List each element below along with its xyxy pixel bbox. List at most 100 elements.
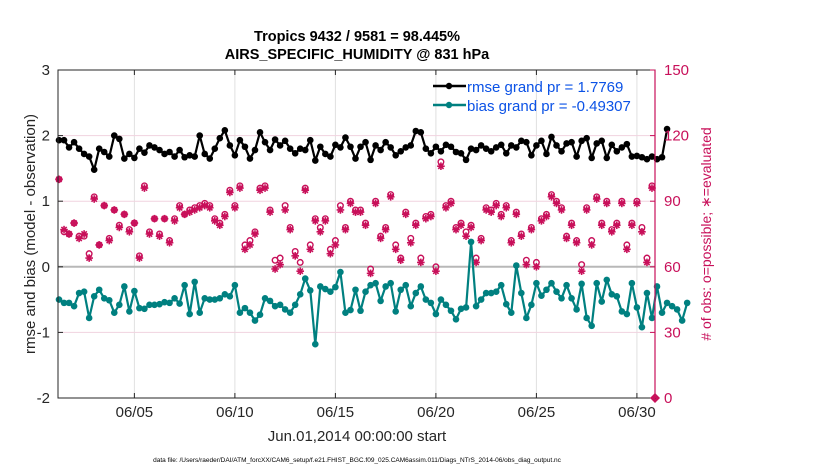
obs-evaluated-point (557, 206, 566, 214)
bias-point (116, 301, 123, 309)
bias-point (578, 280, 585, 288)
rmse-point (181, 153, 188, 161)
rmse-point (151, 144, 158, 151)
rmse-point (623, 140, 631, 148)
rmse-point (407, 142, 415, 149)
obs-evaluated-point (165, 238, 174, 247)
y-tick-label: -1 (37, 324, 50, 341)
rmse-point (523, 138, 530, 146)
rmse-point (628, 153, 636, 160)
rmse-point (558, 148, 565, 155)
obs-evaluated-point (477, 236, 485, 245)
bias-point (231, 281, 239, 289)
rmse-point (583, 134, 590, 142)
bias-point (301, 275, 309, 282)
series-layer (55, 125, 691, 403)
legend-rmse-marker (445, 82, 453, 90)
obs-evaluated-point (170, 217, 179, 225)
rmse-point (317, 143, 324, 151)
obs-evaluated-point (70, 219, 78, 227)
obs-evaluated-point (75, 234, 83, 243)
obs-evaluated-point (366, 269, 375, 278)
obs-evaluated-point (85, 254, 93, 262)
bias-point (311, 340, 319, 348)
obs-evaluated-point (140, 184, 149, 192)
rmse-point (296, 145, 304, 153)
rmse-point (603, 154, 611, 162)
bias-point (286, 309, 294, 317)
rmse-point (513, 144, 520, 151)
rmse-point (613, 148, 621, 155)
rmse-point (121, 155, 128, 162)
y2-tick-label: 150 (664, 62, 689, 79)
obs-evaluated-point (381, 225, 390, 234)
bias-point (477, 296, 485, 303)
bias-point (442, 301, 450, 309)
obs-evaluated-point (286, 225, 294, 234)
bias-point (573, 306, 580, 313)
bias-point (362, 288, 369, 296)
bias-point (563, 281, 570, 289)
bias-point (176, 300, 183, 307)
bias-point (593, 279, 601, 287)
rmse-point (332, 141, 339, 149)
rmse-point (271, 136, 279, 143)
rmse-point (633, 152, 641, 160)
obs-evaluated-point (301, 186, 310, 195)
rmse-point (367, 156, 374, 164)
bias-point (382, 283, 389, 290)
bias-point (296, 291, 304, 298)
y2-tick-label: 90 (664, 193, 681, 210)
bias-point (342, 309, 349, 317)
bias-point (161, 298, 168, 306)
bias-point (226, 293, 234, 300)
obs-evaluated-point (512, 210, 521, 219)
obs-evaluated-point (643, 258, 651, 267)
bias-point (327, 288, 334, 296)
x-tick-label: 06/20 (417, 404, 455, 421)
rmse-point (116, 135, 123, 143)
obs-evaluated-point (517, 232, 526, 240)
bias-point (347, 306, 354, 314)
bias-point (533, 279, 540, 287)
obs-evaluated-point (281, 206, 289, 214)
bias-point (638, 323, 646, 331)
rmse-point (467, 145, 475, 153)
bias-point (332, 283, 339, 291)
rmse-point (95, 145, 103, 153)
y2-axis-label: # of obs: o=possible; ∗=evaluated (698, 127, 714, 340)
obs-evaluated-point (120, 210, 129, 219)
rmse-point (251, 146, 259, 154)
bias-point (457, 305, 465, 313)
bias-point (256, 311, 264, 318)
rmse-point (221, 127, 229, 134)
obs-evaluated-point (175, 203, 184, 212)
rmse-point (347, 143, 354, 151)
bias-point (523, 314, 530, 322)
obs-evaluated-point (582, 206, 591, 214)
bias-point (447, 307, 455, 315)
obs-evaluated-point (391, 245, 400, 254)
obs-evaluated-point (130, 219, 139, 227)
bias-point (201, 294, 209, 302)
rmse-point (100, 148, 108, 156)
obs-evaluated-point (472, 258, 480, 267)
rmse-point (65, 144, 73, 151)
obs-evaluated-point (442, 203, 450, 212)
bias-point (146, 301, 153, 309)
bias-point (432, 310, 440, 318)
legend-bias-marker (445, 101, 453, 109)
obs-evaluated-point (226, 188, 234, 197)
obs-evaluated-point (105, 236, 114, 245)
rmse-point (482, 145, 490, 153)
rmse-point (211, 145, 219, 153)
obs-evaluated-point (618, 199, 626, 208)
rmse-point (663, 125, 671, 133)
obs-evaluated-point (316, 228, 325, 236)
obs-evaluated-point (221, 212, 229, 221)
obs-evaluated-point (552, 199, 561, 208)
obs-evaluated-point (160, 214, 169, 223)
obs-evaluated-point (386, 193, 395, 201)
rmse-point (487, 148, 495, 155)
